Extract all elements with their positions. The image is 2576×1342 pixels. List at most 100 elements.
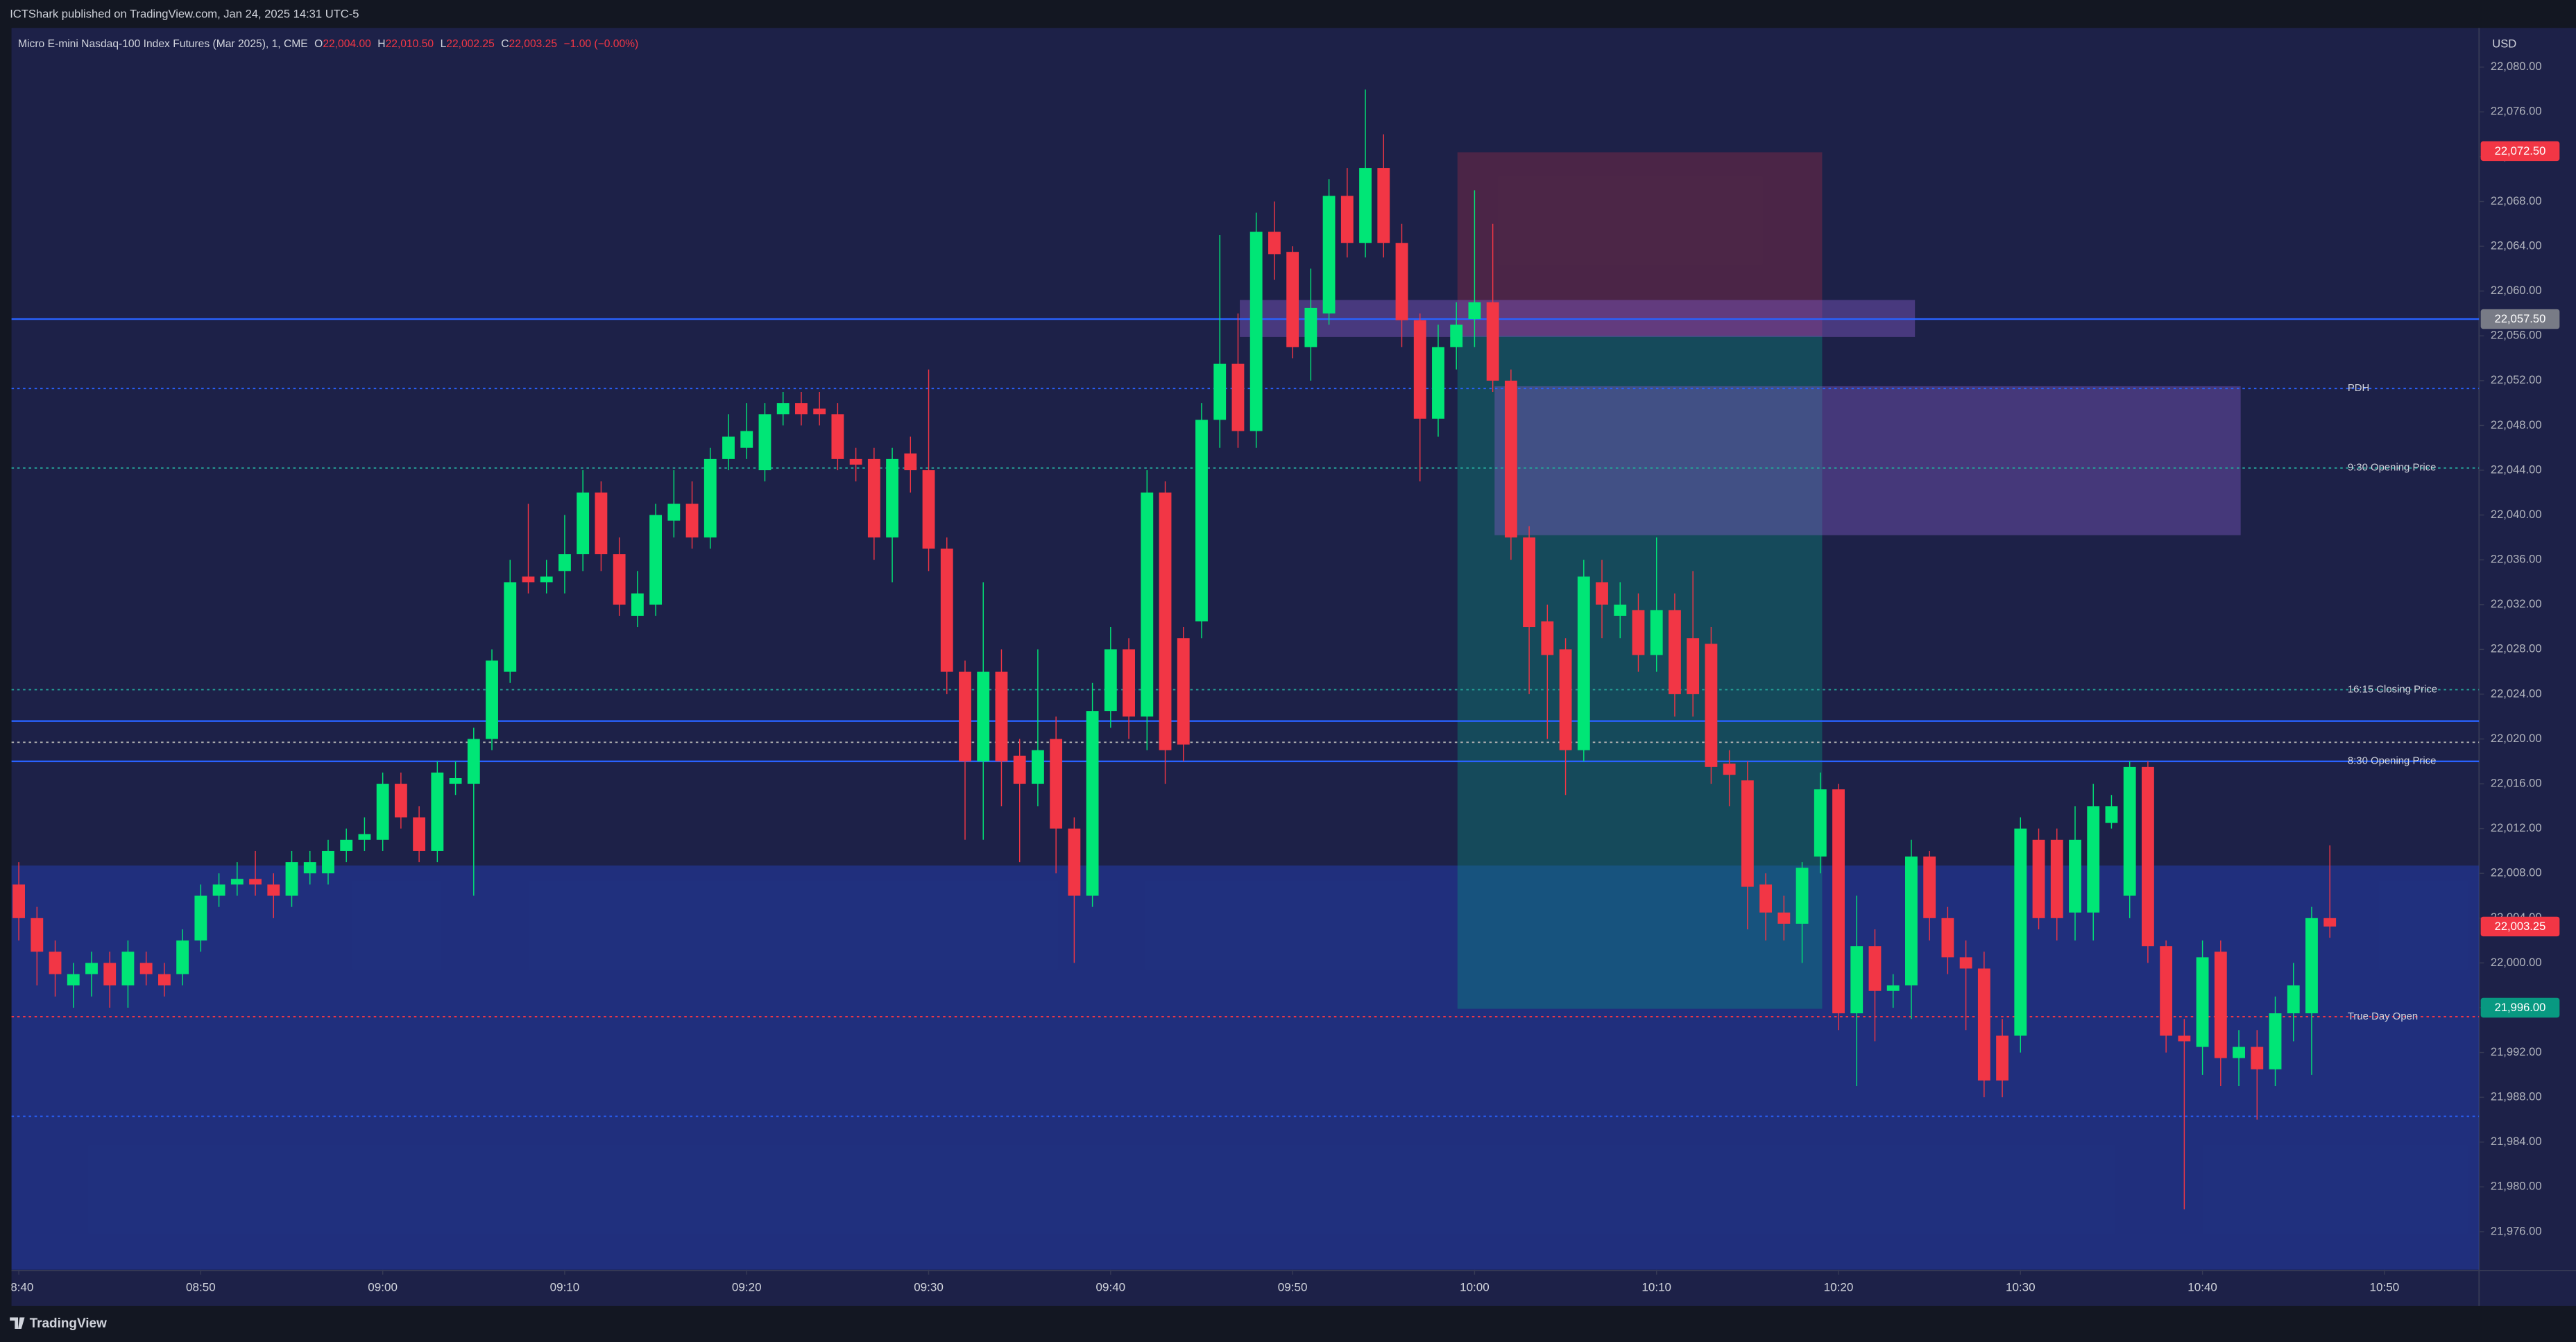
level-label: PDH <box>2348 383 2369 394</box>
candle-body <box>1104 649 1117 712</box>
ohlc-value: 22,002.25 <box>446 38 495 50</box>
candle-body <box>212 884 225 896</box>
candle-body <box>1377 168 1390 243</box>
y-tick-label: 22,032.00 <box>2491 597 2542 610</box>
candle-body <box>1013 755 1026 784</box>
candle-body <box>867 458 880 537</box>
ohlc-value: 22,004.00 <box>323 38 371 50</box>
y-tick-label: 21,992.00 <box>2491 1045 2542 1058</box>
candle-body <box>1395 243 1408 320</box>
y-tick-label: 22,020.00 <box>2491 732 2542 745</box>
candle-body <box>1213 363 1227 420</box>
y-tick-label: 22,064.00 <box>2491 239 2542 252</box>
brand-logo <box>10 1317 25 1330</box>
x-tick-label: 08:40 <box>4 1280 34 1293</box>
y-tick-label: 22,040.00 <box>2491 508 2542 521</box>
candle-body <box>322 850 334 874</box>
candle-body <box>230 879 244 885</box>
y-tick-label: 22,076.00 <box>2491 105 2542 118</box>
y-tick-label: 22,036.00 <box>2491 553 2542 566</box>
candle-body <box>886 458 898 537</box>
y-tick-label: 21,980.00 <box>2491 1180 2542 1193</box>
candle-body <box>776 403 790 415</box>
candle-body <box>176 940 189 974</box>
candle-body <box>1486 302 1499 381</box>
candle-body <box>1123 649 1135 717</box>
candle-body <box>1432 347 1444 419</box>
candle-body <box>1231 363 1245 431</box>
x-tick-label: 09:00 <box>368 1280 398 1293</box>
y-tick-label: 22,008.00 <box>2491 866 2542 879</box>
candle-body <box>2178 1035 2191 1042</box>
candle-body <box>12 884 25 918</box>
ohlc-key: O <box>314 38 323 50</box>
x-tick-label: 10:20 <box>1824 1280 1854 1293</box>
candle-body <box>558 554 571 571</box>
candle-body <box>1941 918 1954 958</box>
candle-body <box>267 884 280 896</box>
y-tick-label: 22,016.00 <box>2491 776 2542 789</box>
candle-body <box>2196 957 2209 1047</box>
candle-body <box>1050 739 1063 829</box>
candle-body <box>1959 957 1972 969</box>
candle-body <box>413 817 426 851</box>
ohlc-value: 22,003.25 <box>509 38 558 50</box>
candle-body <box>358 834 371 840</box>
candle-body <box>1650 610 1663 655</box>
candle-body <box>376 784 389 840</box>
candle-body <box>1249 232 1263 431</box>
change: −1.00 (−0.00%) <box>564 38 639 50</box>
level-label: 9:30 Opening Price <box>2348 463 2437 474</box>
currency: USD <box>2492 37 2516 50</box>
x-tick-label: 10:30 <box>2006 1280 2036 1293</box>
level-label: 8:30 Opening Price <box>2348 756 2437 767</box>
y-tick-label: 21,976.00 <box>2491 1224 2542 1237</box>
candle-body <box>1340 196 1354 243</box>
candle-body <box>1504 380 1517 537</box>
candle-body <box>1541 621 1554 655</box>
y-tick-label: 22,000.00 <box>2491 956 2542 969</box>
x-tick-label: 09:50 <box>1278 1280 1308 1293</box>
candle-body <box>1669 610 1681 694</box>
candle-body <box>1523 537 1536 628</box>
candle-body <box>831 414 844 459</box>
candle-body <box>2251 1047 2264 1069</box>
price-tag <box>2480 997 2560 1018</box>
level-label: 16:15 Closing Price <box>2348 684 2437 695</box>
candle-body <box>1577 576 1590 750</box>
ohlc-key: C <box>501 38 509 50</box>
candle-body <box>1195 420 1208 621</box>
candle-body <box>394 784 407 818</box>
candle-body <box>1814 789 1827 857</box>
candle-body <box>1450 325 1463 347</box>
candle-body <box>2014 828 2027 1036</box>
candle-body <box>2087 806 2100 913</box>
x-tick-label: 10:40 <box>2187 1280 2217 1293</box>
price-tag <box>2480 916 2560 937</box>
y-tick-label: 22,044.00 <box>2491 463 2542 476</box>
candle-body <box>2069 839 2081 913</box>
price-tag-label: 22,057.50 <box>2495 312 2546 325</box>
candle-body <box>1559 649 1572 750</box>
price-tag-label: 22,003.25 <box>2495 920 2546 933</box>
y-tick-label: 22,056.00 <box>2491 329 2542 342</box>
candle-body <box>431 772 444 851</box>
candle-body <box>1687 638 1700 694</box>
price-tag-label: 21,996.00 <box>2495 1001 2546 1014</box>
candle-body <box>1141 492 1154 717</box>
candle-body <box>1068 828 1081 896</box>
candle-body <box>1868 946 1882 991</box>
y-tick-label: 22,080.00 <box>2491 60 2542 73</box>
candle-body <box>540 576 553 583</box>
candle-body <box>285 862 298 896</box>
time-axis: 08:40 08:50 09:00 09:10 09:20 09:30 09:40 09:50… <box>4 1269 2399 1293</box>
candle-body <box>2323 918 2337 927</box>
candle-body <box>649 515 663 605</box>
candle-body <box>103 963 117 986</box>
candle-body <box>1886 985 1900 991</box>
candle-body <box>121 952 135 986</box>
candle-body <box>1795 868 1809 924</box>
overlay: ICTShark published on TradingView.com, J… <box>10 8 2560 1331</box>
candle-body <box>922 470 935 549</box>
candle-body <box>1268 232 1281 255</box>
